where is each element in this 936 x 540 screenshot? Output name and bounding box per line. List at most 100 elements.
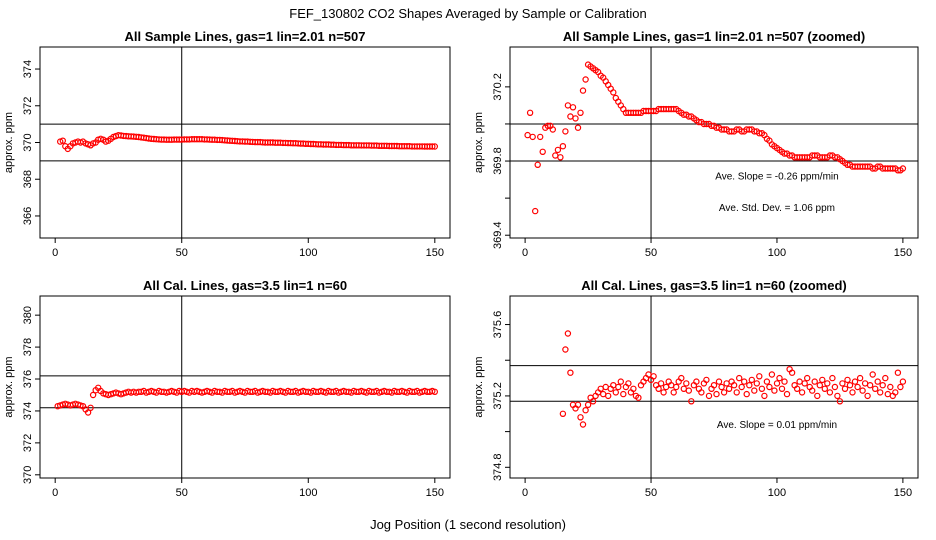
panel-sample-lines-zoomed: All Sample Lines, gas=1 lin=2.01 n=507 (…: [473, 29, 919, 259]
data-point: [856, 374, 864, 382]
data-point: [783, 390, 791, 398]
plot-frame: [509, 46, 919, 239]
data-point: [771, 387, 778, 394]
data-point: [584, 401, 592, 408]
plot-frame: [509, 295, 919, 479]
data-point: [829, 374, 836, 382]
y-tick-label: 366: [22, 207, 34, 225]
x-tick-label: 0: [52, 487, 58, 499]
data-point: [529, 133, 536, 141]
data-point: [710, 382, 718, 389]
panel-sample-lines: All Sample Lines, gas=1 lin=2.01 n=507 0 5…: [3, 29, 451, 259]
data-point: [572, 115, 579, 122]
data-point: [743, 390, 750, 398]
data-point: [526, 109, 534, 117]
data-point: [796, 378, 803, 385]
panel-title: All Cal. Lines, gas=3.5 lin=1 n=60: [143, 278, 347, 293]
y-tick-label: 370.2: [492, 73, 504, 101]
data-point: [753, 380, 761, 387]
data-point: [698, 389, 705, 396]
x-tick-label: 0: [522, 247, 528, 259]
data-point: [897, 383, 904, 391]
data-point: [872, 385, 879, 392]
y-tick-label: 374: [22, 402, 34, 420]
data-point: [539, 148, 546, 155]
x-tick-label: 100: [299, 247, 317, 259]
data-point: [544, 122, 552, 130]
data-point: [715, 378, 723, 385]
y-axis-label: approx. ppm: [3, 112, 15, 173]
data-point: [620, 390, 627, 398]
annotation: Ave. Slope = 0.01 ppm/min: [717, 420, 837, 431]
data-point: [567, 369, 574, 376]
data-point: [524, 131, 531, 139]
data-point: [713, 390, 720, 398]
y-tick-label: 370: [22, 466, 34, 484]
data-point: [615, 383, 622, 391]
data-point: [758, 385, 766, 392]
data-point: [87, 404, 94, 411]
panel-title: All Sample Lines, gas=1 lin=2.01 n=507 (…: [563, 29, 865, 44]
y-tick-label: 374.8: [492, 454, 504, 482]
x-tick-label: 50: [645, 487, 657, 499]
data-point: [766, 383, 773, 391]
x-tick-label: 0: [522, 487, 528, 499]
y-tick-label: 368: [22, 170, 34, 188]
data-point: [730, 382, 738, 389]
data-point: [899, 165, 907, 172]
data-point: [877, 389, 884, 396]
data-point: [693, 378, 700, 385]
y-axis-label: approx. ppm: [473, 112, 485, 173]
data-point: [718, 383, 725, 391]
data-point: [839, 380, 846, 387]
data-point: [534, 161, 541, 168]
data-point: [899, 378, 907, 385]
data-point: [562, 346, 569, 353]
data-point: [84, 409, 92, 416]
data-point: [564, 102, 572, 109]
data-point: [582, 76, 589, 83]
y-tick-label: 369.4: [492, 221, 504, 249]
data-point: [768, 371, 776, 378]
data-point: [751, 387, 758, 394]
x-tick-label: 150: [426, 247, 444, 259]
x-tick-label: 150: [894, 487, 912, 499]
data-point: [59, 137, 67, 144]
data-point: [776, 374, 783, 382]
data-point: [814, 392, 821, 400]
y-tick-label: 372: [22, 434, 34, 452]
data-point: [746, 382, 753, 389]
data-point: [630, 385, 637, 392]
data-point: [748, 376, 756, 384]
data-point: [798, 389, 806, 396]
y-tick-label: 370: [22, 133, 34, 151]
data-point: [685, 387, 693, 394]
x-tick-label: 0: [52, 247, 58, 259]
y-tick-label: 372: [22, 97, 34, 115]
data-point: [564, 330, 572, 337]
data-point: [552, 152, 559, 159]
data-point: [864, 392, 871, 400]
panel-title: All Cal. Lines, gas=3.5 lin=1 n=60 (zoom…: [581, 278, 847, 293]
x-tick-label: 50: [176, 247, 188, 259]
data-point: [824, 380, 831, 387]
data-point: [892, 389, 899, 396]
data-point: [874, 378, 881, 385]
data-point: [841, 385, 849, 392]
data-point: [816, 382, 824, 389]
plot-frame: [39, 295, 451, 479]
x-tick-label: 100: [299, 487, 317, 499]
data-point: [574, 124, 582, 131]
data-point: [431, 388, 438, 395]
data-point: [688, 398, 695, 405]
data-point: [655, 385, 662, 392]
data-point: [851, 378, 859, 385]
data-point: [836, 398, 844, 405]
data-point: [554, 146, 562, 154]
y-axis-label: approx. ppm: [3, 356, 15, 417]
data-point: [887, 383, 894, 391]
data-point: [720, 389, 728, 396]
data-point: [834, 392, 841, 400]
data-point: [589, 398, 597, 405]
data-point: [773, 380, 781, 387]
